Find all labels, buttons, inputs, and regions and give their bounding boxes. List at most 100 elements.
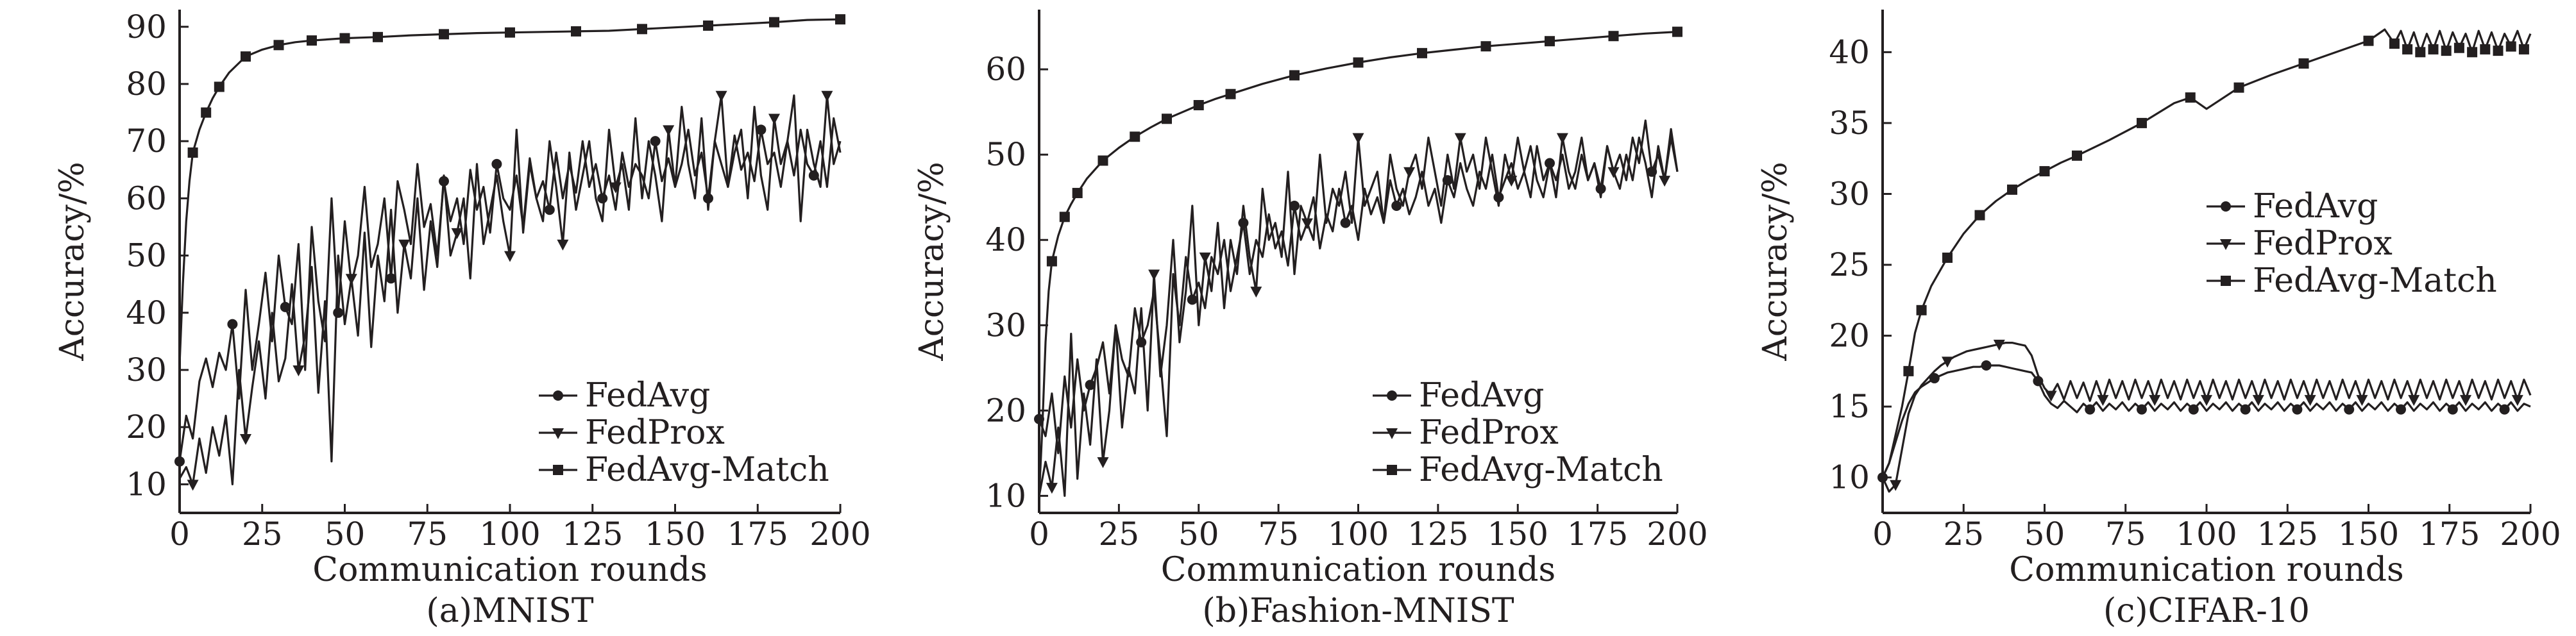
legend-marker xyxy=(1387,465,1397,475)
legend-marker xyxy=(1387,390,1397,401)
data-point xyxy=(1942,252,1953,263)
data-point xyxy=(2356,395,2368,406)
x-tick-label: 100 xyxy=(1328,515,1389,553)
data-point xyxy=(1289,70,1300,81)
x-tick-label: 50 xyxy=(1178,515,1219,553)
data-point xyxy=(1187,294,1198,305)
panel-cifar-10: 0 25 50 75 100 125 150 175 200 10 15 20 25 30 35 40 Comm… xyxy=(1756,10,2561,630)
data-point xyxy=(187,480,199,491)
data-point xyxy=(1352,133,1364,144)
x-tick-label: 200 xyxy=(809,515,870,553)
data-point xyxy=(2292,404,2303,415)
data-point xyxy=(1250,287,1262,298)
series-line-fedprox xyxy=(1881,341,2532,493)
y-tick-label: 50 xyxy=(985,136,1026,173)
data-point xyxy=(373,31,383,42)
y-tick-label: 90 xyxy=(126,8,167,46)
data-point xyxy=(2240,404,2251,415)
data-point xyxy=(2188,404,2199,415)
legend-marker xyxy=(552,428,564,439)
y-tick-label: 60 xyxy=(985,51,1026,88)
data-point xyxy=(2505,41,2516,52)
x-tick-label: 25 xyxy=(242,515,283,553)
legend-label-fedprox: FedProx xyxy=(1419,414,1559,452)
x-axis-label: Communication rounds xyxy=(1161,551,1555,589)
data-point xyxy=(1199,252,1211,264)
data-point xyxy=(769,17,779,28)
y-tick-label: 40 xyxy=(985,221,1026,258)
data-point xyxy=(2415,47,2426,58)
data-point xyxy=(2402,44,2413,54)
x-axis-label: Communication rounds xyxy=(2009,551,2403,589)
panel-fashion-mnist: 0 25 50 75 100 125 150 175 200 10 20 30 40 50 60 Commun… xyxy=(913,10,1708,630)
data-point xyxy=(240,434,251,446)
x-tick-label: 75 xyxy=(407,515,448,553)
data-point xyxy=(1340,217,1351,228)
x-tick-label: 0 xyxy=(1029,515,1049,553)
data-point xyxy=(1981,360,1992,371)
panel-mnist: 0 25 50 75 100 125 150 175 200 10 20 30 40 50 60 70 80 90… xyxy=(53,8,871,630)
data-point xyxy=(1353,57,1364,68)
data-point xyxy=(1556,133,1568,144)
data-point xyxy=(1130,131,1140,142)
y-tick-label: 10 xyxy=(1829,459,1870,496)
x-tick-label: 125 xyxy=(562,515,623,553)
data-point xyxy=(2252,395,2264,406)
data-point xyxy=(2447,404,2458,415)
x-tick-label: 125 xyxy=(1407,515,1468,553)
y-tick-label: 10 xyxy=(126,465,167,503)
y-tick-label: 30 xyxy=(1829,175,1870,212)
series-line-fedavg xyxy=(1038,119,1679,455)
data-point xyxy=(2511,395,2523,406)
data-point xyxy=(1059,212,1070,222)
panel-caption: (a)MNIST xyxy=(426,592,593,630)
data-point xyxy=(2344,404,2355,415)
data-point xyxy=(187,147,198,158)
data-point xyxy=(2460,395,2471,406)
x-tick-label: 150 xyxy=(1487,515,1548,553)
data-point xyxy=(2363,35,2374,46)
data-point xyxy=(1046,483,1058,494)
data-point xyxy=(1608,31,1619,42)
data-point xyxy=(1072,188,1083,199)
data-point xyxy=(1403,167,1416,178)
data-point xyxy=(339,33,350,44)
panel-caption: (b)Fashion-MNIST xyxy=(1202,592,1514,630)
series-line-fedavg xyxy=(178,117,842,462)
data-point xyxy=(821,90,833,102)
series-fedprox xyxy=(1881,339,2532,493)
legend-label-fedavg: FedAvg xyxy=(1419,376,1544,415)
data-point xyxy=(491,158,502,169)
data-point xyxy=(1545,36,1555,47)
x-tick-label: 0 xyxy=(169,515,190,553)
x-axis-label: Communication rounds xyxy=(312,551,707,589)
data-point xyxy=(703,20,713,31)
data-point xyxy=(1607,167,1620,178)
x-tick-label: 200 xyxy=(1647,515,1707,553)
legend-marker xyxy=(2221,276,2231,286)
data-point xyxy=(1916,305,1927,315)
data-point xyxy=(1289,201,1300,212)
data-point xyxy=(1974,210,1985,221)
data-point xyxy=(637,24,647,35)
data-point xyxy=(280,301,291,312)
legend-marker xyxy=(1386,428,1398,439)
data-point xyxy=(1903,365,1914,376)
data-point xyxy=(2085,404,2096,415)
data-point xyxy=(715,90,727,102)
x-tick-label: 50 xyxy=(2024,515,2065,553)
series-line-fedprox xyxy=(178,94,842,486)
y-axis-label: Accuracy/% xyxy=(1756,162,1795,362)
legend-marker xyxy=(553,390,563,401)
data-point xyxy=(2007,184,2017,195)
data-point xyxy=(2298,58,2309,69)
data-point xyxy=(663,125,675,137)
x-tick-label: 100 xyxy=(2176,515,2237,553)
data-point xyxy=(1225,88,1236,99)
legend-label-fedavg-match: FedAvg-Match xyxy=(2253,262,2497,300)
series-line-fedavg-match xyxy=(1038,31,1678,496)
data-point xyxy=(2137,117,2147,128)
data-point xyxy=(571,26,581,37)
